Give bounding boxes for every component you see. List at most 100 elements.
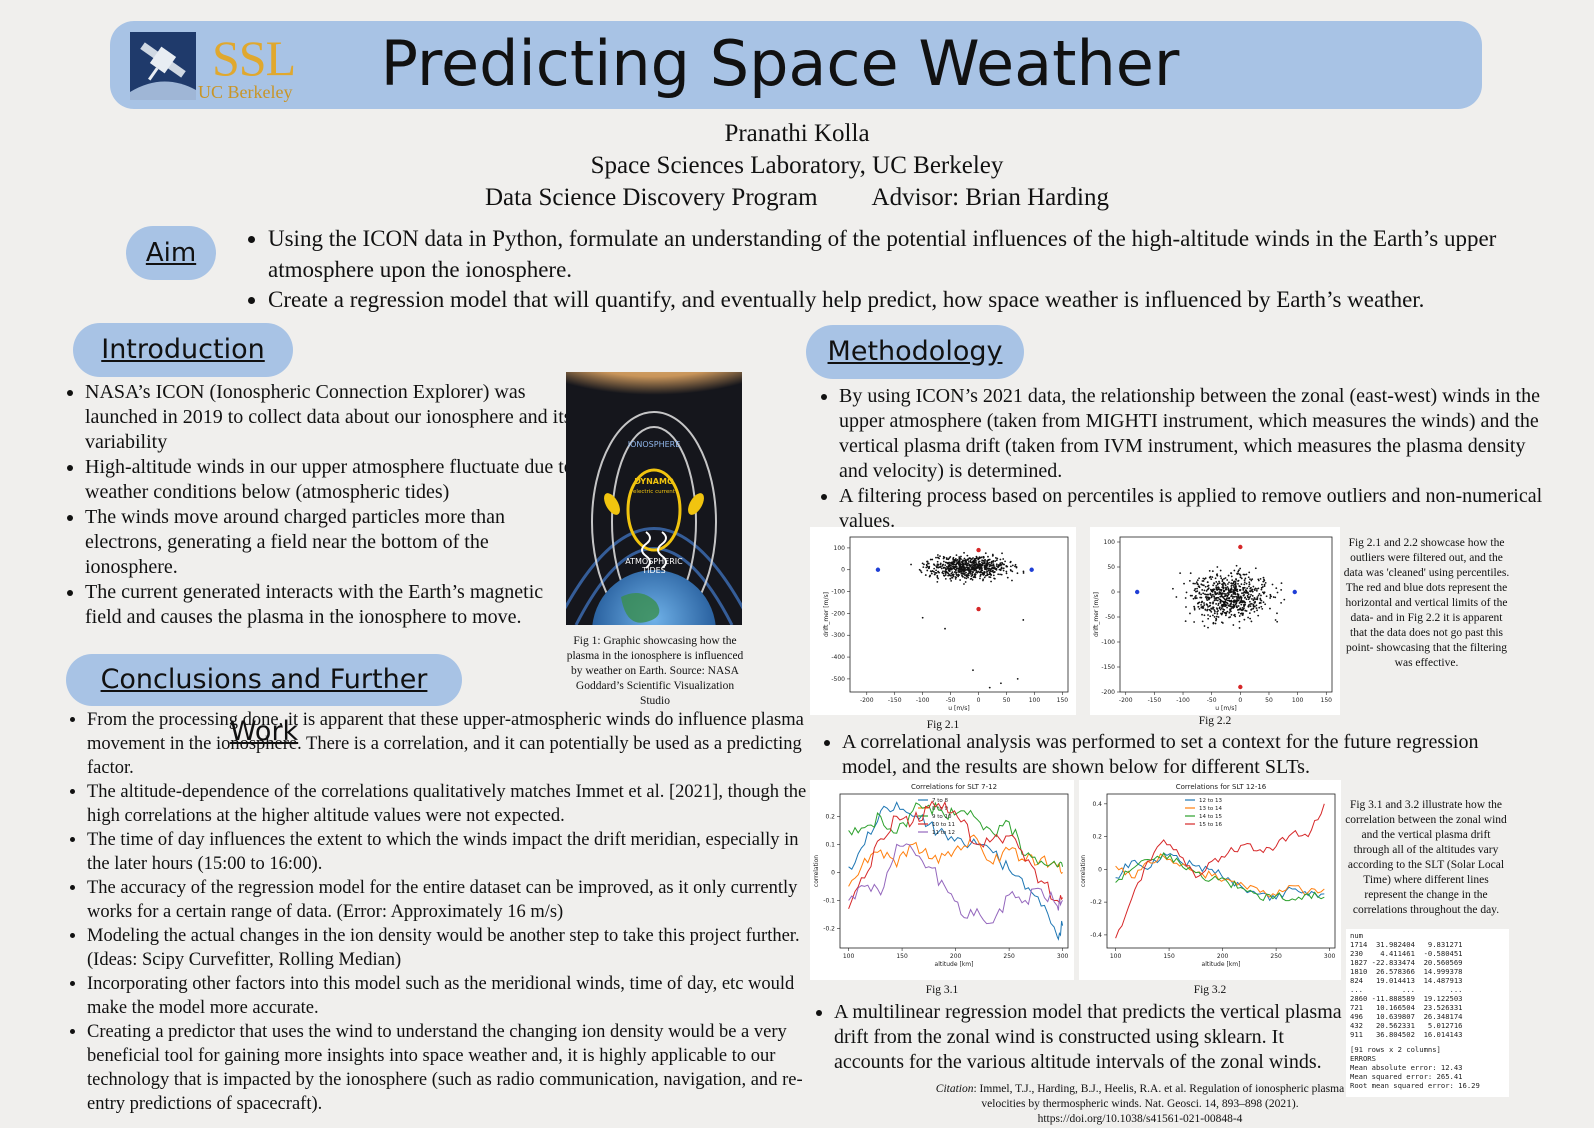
conclusions-heading: Conclusions and Further Work: [66, 654, 462, 747]
scatter-point: [1244, 596, 1247, 599]
scatter-point: [971, 578, 974, 581]
scatter-point: [972, 562, 975, 564]
scatter-point: [1207, 598, 1210, 601]
scatter-point: [1224, 598, 1227, 601]
scatter-point: [971, 570, 974, 573]
scatter-point: [1234, 599, 1236, 602]
scatter-point: [1230, 591, 1233, 593]
scatter-point: [1236, 596, 1239, 599]
legend-label: 12 to 13: [1199, 798, 1223, 804]
scatter-point: [1239, 567, 1242, 570]
scatter-point: [1248, 596, 1251, 599]
scatter-point: [990, 580, 992, 583]
scatter-point: [1223, 605, 1226, 607]
scatter-point: [1228, 612, 1231, 614]
y-tick-label: -0.1: [823, 897, 835, 904]
scatter-point: [1260, 586, 1263, 589]
legend-label: 8 to 9: [932, 806, 949, 812]
scatter-point: [994, 560, 997, 563]
scatter-point: [980, 569, 983, 572]
scatter-point: [1014, 563, 1017, 566]
red-limit-point: [1238, 544, 1243, 550]
scatter-point: [1217, 602, 1220, 605]
scatter-point: [1245, 590, 1248, 593]
scatter-point: [1200, 601, 1203, 604]
scatter-point: [1216, 592, 1219, 595]
scatter-point: [963, 567, 966, 570]
table-row: 496 10.639807 26.348174: [1350, 1012, 1463, 1021]
scatter-point: [1200, 604, 1203, 606]
scatter-point: [1261, 583, 1263, 586]
scatter-point: [1245, 598, 1248, 601]
scatter-point: [1250, 593, 1252, 596]
scatter-point: [1203, 604, 1206, 606]
scatter-point: [953, 561, 956, 564]
scatter-point: [1264, 581, 1267, 584]
scatter-point: [1224, 577, 1227, 579]
scatter-point: [985, 565, 988, 568]
chart-title: Correlations for SLT 7-12: [911, 783, 997, 791]
scatter-point: [1280, 582, 1283, 585]
scatter-point: [1256, 598, 1259, 601]
scatter-point: [1009, 561, 1012, 564]
scatter-point: [981, 559, 983, 562]
scatter-point: [1233, 580, 1236, 583]
scatter-point: [957, 561, 960, 564]
fig2-2-caption: Fig 2.2: [1198, 715, 1232, 727]
scatter-point: [1230, 613, 1233, 616]
aim-item: Create a regression model that will quan…: [268, 285, 1538, 316]
citation-doi[interactable]: https://doi.org/10.1038/s41561-021-00848…: [1037, 1113, 1243, 1125]
x-axis-label: altitude [km]: [935, 961, 974, 968]
scatter-point: [1238, 569, 1240, 572]
scatter-point: [1206, 609, 1209, 612]
scatter-point: [950, 580, 953, 582]
scatter-point: [963, 583, 965, 585]
scatter-point: [1193, 621, 1196, 623]
scatter-point: [1243, 573, 1246, 576]
scatter-point: [1215, 597, 1218, 599]
scatter-point: [1205, 593, 1208, 596]
scatter-point: [985, 571, 988, 573]
scatter-point: [1249, 595, 1252, 598]
scatter-point: [987, 558, 990, 561]
scatter-point: [954, 560, 956, 562]
scatter-point: [1011, 564, 1014, 567]
scatter-point: [1262, 591, 1264, 594]
scatter-point: [943, 574, 946, 577]
poster-title: Predicting Space Weather: [380, 27, 1180, 100]
red-limit-point: [1238, 684, 1243, 690]
scatter-point: [955, 572, 957, 575]
y-tick-label: -50: [1105, 614, 1115, 621]
y-tick-label: 0.2: [825, 813, 835, 820]
scatter-point: [1207, 587, 1210, 590]
scatter-point: [1255, 589, 1258, 592]
scatter-point: [1255, 607, 1258, 610]
scatter-point: [1226, 594, 1229, 597]
scatter-point: [1235, 578, 1237, 580]
scatter-point: [1203, 602, 1205, 604]
scatter-point: [954, 568, 957, 571]
scatter-point: [960, 570, 963, 573]
scatter-point: [1243, 618, 1246, 621]
scatter-point: [1220, 600, 1223, 602]
scatter-point: [952, 556, 955, 559]
scatter-point: [1260, 605, 1263, 608]
x-tick-label: -150: [1148, 697, 1162, 704]
scatter-point: [1209, 588, 1212, 591]
scatter-point: [1215, 581, 1218, 583]
scatter-point: [1230, 602, 1232, 605]
scatter-point: [1189, 594, 1192, 597]
scatter-point: [1259, 597, 1262, 600]
scatter-point: [935, 566, 938, 569]
scatter-point: [982, 556, 985, 559]
scatter-point: [1247, 605, 1250, 608]
affiliation: Space Sciences Laboratory, UC Berkeley: [590, 152, 1004, 179]
earth-shape: [592, 570, 716, 625]
scatter-point: [1228, 605, 1231, 607]
scatter-point: [995, 565, 998, 567]
scatter-point: [1227, 593, 1230, 596]
scatter-point: [942, 572, 945, 575]
scatter-point: [1265, 595, 1268, 598]
scatter-point: [1275, 587, 1278, 590]
scatter-point: [1215, 619, 1217, 622]
